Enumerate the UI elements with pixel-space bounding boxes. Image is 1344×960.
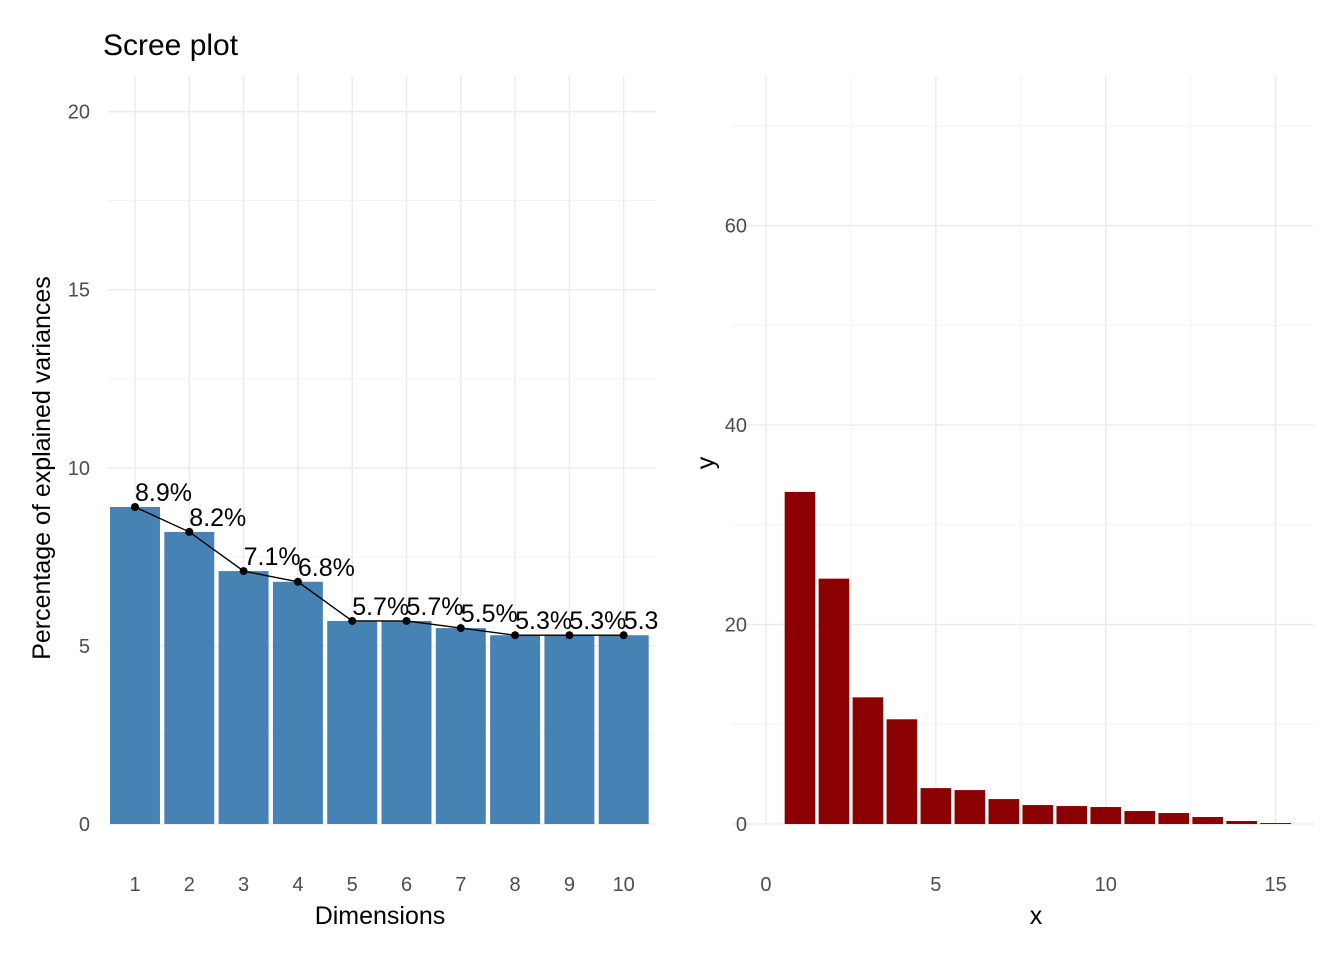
bar-x-4 [886,719,918,824]
x-tick-label: 1 [129,874,140,896]
point-dimension-7 [456,624,465,633]
bar-x-14 [1226,821,1257,824]
data-label: 8.9% [135,479,192,507]
bar-x-2 [818,578,850,824]
bar-x-12 [1158,813,1189,824]
bar-dimension-1 [110,506,160,824]
x-tick-label: 10 [613,874,635,896]
point-dimension-1 [131,502,139,511]
bar-dimension-9 [544,635,595,824]
scree-plot-y-axis-title: Percentage of explained variances [28,276,56,660]
data-label: 5.5% [461,600,518,628]
x-tick-label: 10 [1095,874,1117,896]
scree-plot-x-axis-title: Dimensions [315,902,446,930]
point-dimension-2 [185,527,194,536]
y-tick-label: 20 [725,615,747,637]
histogram-bars [784,491,1291,824]
bar-x-5 [920,788,952,824]
point-dimension-5 [348,616,357,625]
scree-line [134,506,624,636]
point-dimension-9 [565,631,574,640]
x-tick-label: 5 [930,874,941,896]
x-tick-label: 6 [401,874,412,896]
data-label: 6.8% [298,554,355,582]
histogram-tick-labels: 0 5 10 15 0 20 40 60 [725,216,1287,896]
y-tick-label: 0 [736,814,747,836]
data-label: 7.1% [244,543,301,571]
y-tick-label: 40 [725,415,747,437]
bar-dimension-2 [164,531,215,824]
point-dimension-3 [239,567,248,576]
y-tick-label: 0 [79,814,90,836]
scree-plot-title: Scree plot [103,29,239,62]
bar-x-6 [954,790,986,824]
x-tick-label: 0 [760,874,771,896]
x-tick-label: 5 [347,874,358,896]
bar-x-7 [988,799,1020,824]
scree-plot-panel: 8.9%8.2%7.1%6.8%5.7%5.7%5.5%5.3%5.3%5.3 … [28,29,658,930]
point-dimension-10 [619,631,628,640]
bar-dimension-4 [272,581,323,824]
scree-plot-data-labels: 8.9%8.2%7.1%6.8%5.7%5.7%5.5%5.3%5.3%5.3 [135,479,658,635]
bar-x-10 [1090,807,1122,824]
x-tick-label: 9 [564,874,575,896]
x-tick-label: 15 [1265,874,1287,896]
bar-x-3 [852,697,884,824]
histogram-grid [732,76,1313,825]
histogram-x-axis-title: x [1030,902,1043,930]
bar-dimension-10 [598,635,649,824]
x-tick-label: 2 [184,874,195,896]
bar-dimension-6 [381,620,432,824]
data-label: 5.7% [352,593,409,621]
bar-dimension-5 [327,620,378,824]
scree-plot-tick-labels: 1 2 3 4 5 6 7 8 9 10 0 5 10 15 20 [68,102,635,896]
bar-x-11 [1124,811,1156,824]
data-label: 5.3 [624,607,659,635]
x-tick-label: 3 [238,874,249,896]
bar-dimension-3 [218,571,269,824]
bar-dimension-8 [490,635,541,824]
point-dimension-6 [402,616,411,625]
scree-plot-line [131,502,628,640]
histogram-panel: 0 5 10 15 0 20 40 60 x y [692,76,1313,930]
scree-plot-bars [110,506,649,824]
bar-x-15 [1260,823,1291,824]
y-tick-label: 20 [68,102,90,124]
point-dimension-4 [293,577,302,586]
histogram-y-axis-title: y [692,456,720,469]
point-dimension-8 [511,631,520,640]
data-label: 5.7% [407,593,464,621]
data-label: 8.2% [189,504,246,532]
x-tick-label: 4 [292,874,303,896]
x-tick-label: 7 [455,874,466,896]
y-tick-label: 10 [68,458,90,480]
x-tick-label: 8 [510,874,521,896]
bar-x-13 [1192,817,1223,824]
bar-x-9 [1056,806,1088,824]
data-label: 5.3% [569,607,626,635]
bar-x-1 [784,491,816,824]
y-tick-label: 60 [725,216,747,238]
bar-dimension-7 [435,628,486,824]
data-label: 5.3% [515,607,572,635]
bar-x-8 [1022,805,1054,824]
y-tick-label: 5 [79,636,90,658]
y-tick-label: 15 [68,280,90,302]
